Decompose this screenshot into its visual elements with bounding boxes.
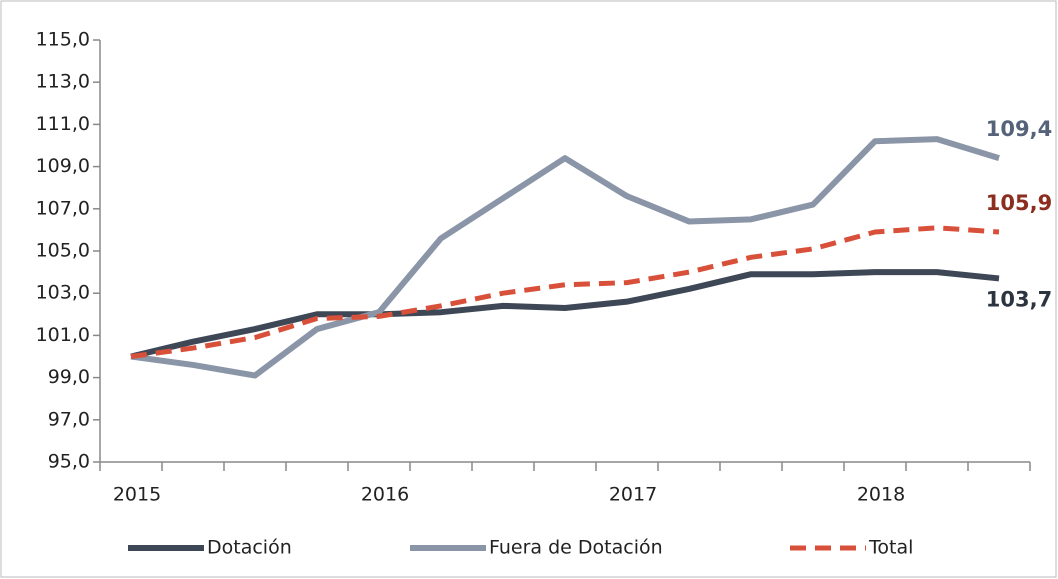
legend-label: Dotación [207,537,292,559]
value-label: 105,9 [986,191,1052,215]
y-tick-label: 97,0 [48,408,90,430]
series-line [130,136,1000,379]
y-tick-label: 105,0 [36,240,90,262]
series-line [130,225,1000,359]
value-label: 109,4 [986,117,1052,141]
x-tick-label: 2015 [113,484,161,506]
x-tick-label: 2017 [609,484,657,506]
x-tick-label: 2018 [857,484,905,506]
y-tick-label: 115,0 [36,29,90,51]
y-tick-label: 109,0 [36,155,90,177]
legend-label: Total [868,537,913,559]
y-tick-label: 101,0 [36,324,90,346]
legend-label: Fuera de Dotación [489,537,663,559]
y-tick-label: 103,0 [36,282,90,304]
y-tick-label: 111,0 [36,113,90,135]
series-line [130,269,1000,360]
y-tick-label: 99,0 [48,366,90,388]
y-tick-label: 113,0 [36,71,90,93]
y-tick-label: 107,0 [36,197,90,219]
value-label: 103,7 [986,287,1052,311]
y-tick-label: 95,0 [48,451,90,473]
x-tick-label: 2016 [361,484,409,506]
